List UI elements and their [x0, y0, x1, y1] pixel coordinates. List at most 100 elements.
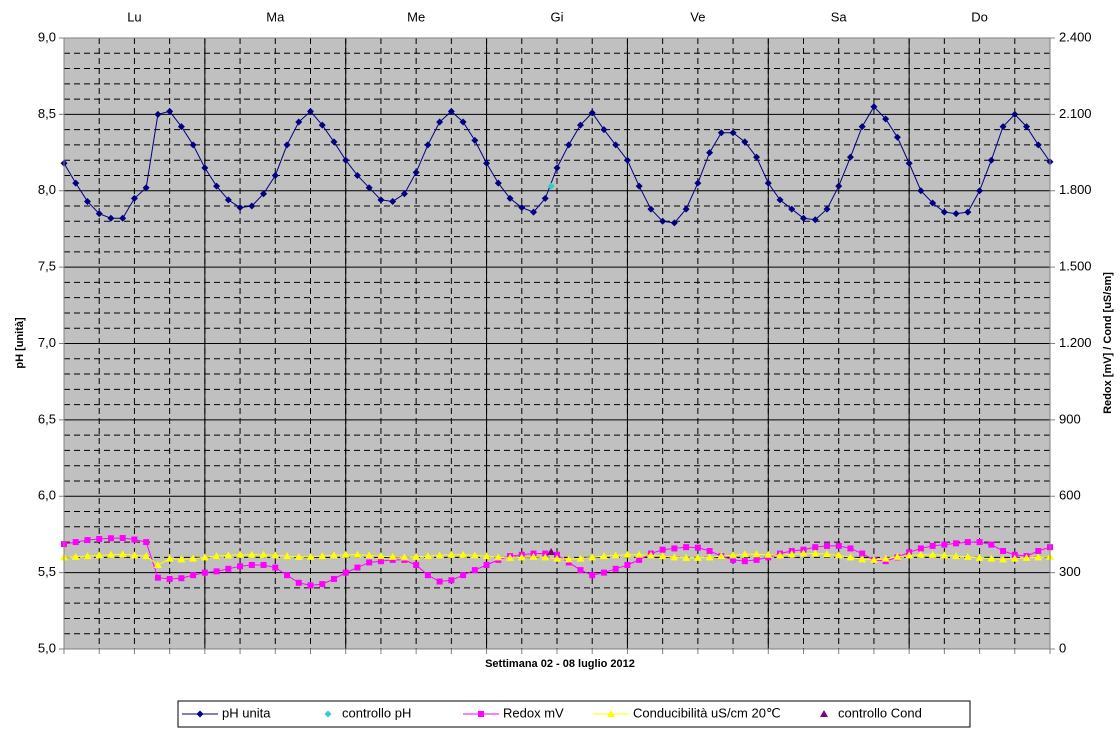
data-point: [166, 107, 174, 115]
data-point: [154, 574, 161, 581]
data-point: [307, 582, 314, 589]
legend-label: controllo pH: [342, 705, 411, 720]
data-point: [342, 569, 349, 576]
data-point: [400, 553, 409, 561]
data-point: [988, 541, 995, 548]
data-point: [119, 535, 126, 542]
data-point: [329, 551, 338, 559]
data-point: [248, 202, 256, 210]
data-point: [541, 194, 549, 202]
data-point: [940, 551, 949, 559]
data-point: [577, 567, 584, 574]
data-point: [847, 545, 854, 552]
data-point: [599, 552, 608, 560]
data-point: [659, 217, 667, 225]
data-point: [470, 551, 479, 559]
data-point: [929, 199, 937, 207]
data-point: [975, 553, 984, 561]
data-point: [506, 194, 514, 202]
data-point: [471, 567, 478, 574]
data-point: [83, 197, 91, 205]
data-point: [353, 550, 362, 558]
data-point: [565, 559, 572, 566]
data-point: [811, 549, 820, 557]
data-point: [72, 179, 80, 187]
data-point: [178, 575, 185, 582]
data-point: [1023, 123, 1031, 131]
data-point: [142, 184, 150, 192]
data-point: [682, 205, 690, 213]
data-point: [928, 550, 937, 558]
y2-tick-label: 2.400: [1059, 29, 1092, 44]
data-point: [541, 553, 550, 561]
data-point: [952, 552, 961, 560]
data-point: [342, 156, 350, 164]
data-point: [517, 553, 526, 561]
data-point: [670, 553, 679, 561]
data-point: [589, 572, 596, 579]
data-point: [952, 210, 960, 218]
data-point: [71, 552, 80, 560]
data-point: [729, 129, 737, 137]
data-point: [272, 564, 279, 571]
data-point: [611, 551, 620, 559]
grid: [63, 37, 1051, 654]
data-point: [165, 554, 174, 562]
y2-tick-label: 1.800: [1059, 182, 1092, 197]
data-point: [893, 133, 901, 141]
data-point: [694, 544, 701, 551]
data-point: [459, 118, 467, 126]
data-point: [153, 560, 162, 568]
data-point: [119, 214, 127, 222]
data-point: [201, 569, 208, 576]
y-tick-label: 6,0: [38, 488, 56, 503]
data-point: [658, 552, 667, 560]
data-point: [154, 110, 162, 118]
day-label: Do: [971, 9, 988, 24]
data-point: [295, 118, 303, 126]
y-axis-title: pH [unità]: [14, 317, 26, 369]
data-point: [717, 552, 726, 560]
data-point: [636, 556, 643, 563]
data-point: [547, 182, 555, 190]
data-point: [553, 164, 561, 172]
data-point: [341, 550, 350, 558]
data-point: [142, 552, 151, 560]
data-point: [448, 577, 455, 584]
data-point: [424, 572, 431, 579]
legend-box: [177, 700, 971, 728]
data-point: [1034, 553, 1043, 561]
data-point: [284, 572, 291, 579]
data-point: [518, 204, 526, 212]
data-point: [776, 196, 784, 204]
legend-marker: [478, 711, 484, 717]
legend-label: pH unita: [222, 705, 271, 720]
data-point: [741, 558, 748, 565]
data-point: [624, 561, 631, 568]
data-point: [764, 550, 773, 558]
data-point: [212, 552, 221, 560]
data-point: [870, 103, 878, 111]
day-label: Lu: [127, 9, 141, 24]
data-point: [987, 554, 996, 562]
data-point: [353, 171, 361, 179]
data-point: [588, 109, 596, 117]
data-point: [1034, 141, 1042, 149]
data-point: [412, 552, 421, 560]
data-point: [130, 551, 139, 559]
data-point: [753, 556, 760, 563]
data-point: [365, 184, 373, 192]
data-point: [916, 550, 925, 558]
data-point: [588, 553, 597, 561]
data-point: [459, 550, 468, 558]
day-label: Sa: [831, 9, 848, 24]
data-point: [224, 551, 233, 559]
data-point: [706, 547, 713, 554]
data-point: [800, 214, 807, 222]
data-point: [506, 553, 515, 561]
data-point: [547, 548, 556, 556]
data-point: [236, 550, 245, 558]
y-tick-label: 5,0: [38, 640, 56, 655]
day-label: Me: [407, 9, 425, 24]
data-point: [858, 123, 866, 131]
